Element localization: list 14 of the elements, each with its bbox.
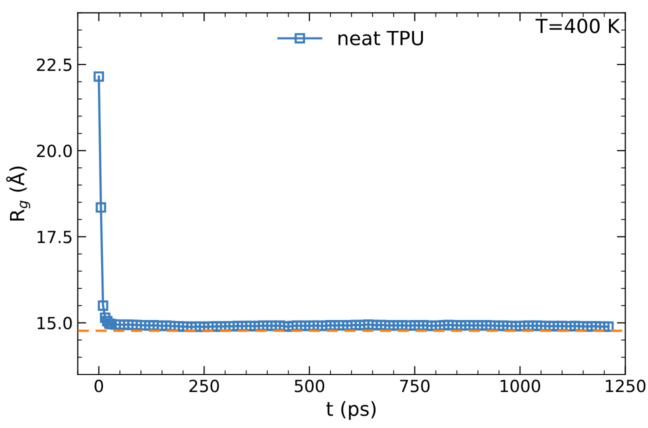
x-axis-title: t (ps)	[326, 401, 376, 420]
x-tick-label: 1000	[500, 380, 540, 392]
y-tick-label: 17.5	[38, 230, 72, 244]
annotation: T=400 K	[536, 18, 620, 34]
y-tick-label: 20.0	[37, 144, 72, 158]
y-tick-label: 22.5	[37, 58, 72, 72]
x-tick-label: 0	[94, 380, 104, 392]
y-tick-label: 15.0	[38, 316, 72, 330]
x-tick-label: 750	[400, 380, 430, 392]
x-tick-label: 250	[189, 380, 219, 392]
x-tick-label: 1250	[606, 380, 646, 392]
x-tick-label: 500	[294, 380, 324, 392]
legend-label: neat TPU	[338, 30, 423, 46]
y-axis-title: R$_{g}$ (Å)	[6, 166, 30, 221]
